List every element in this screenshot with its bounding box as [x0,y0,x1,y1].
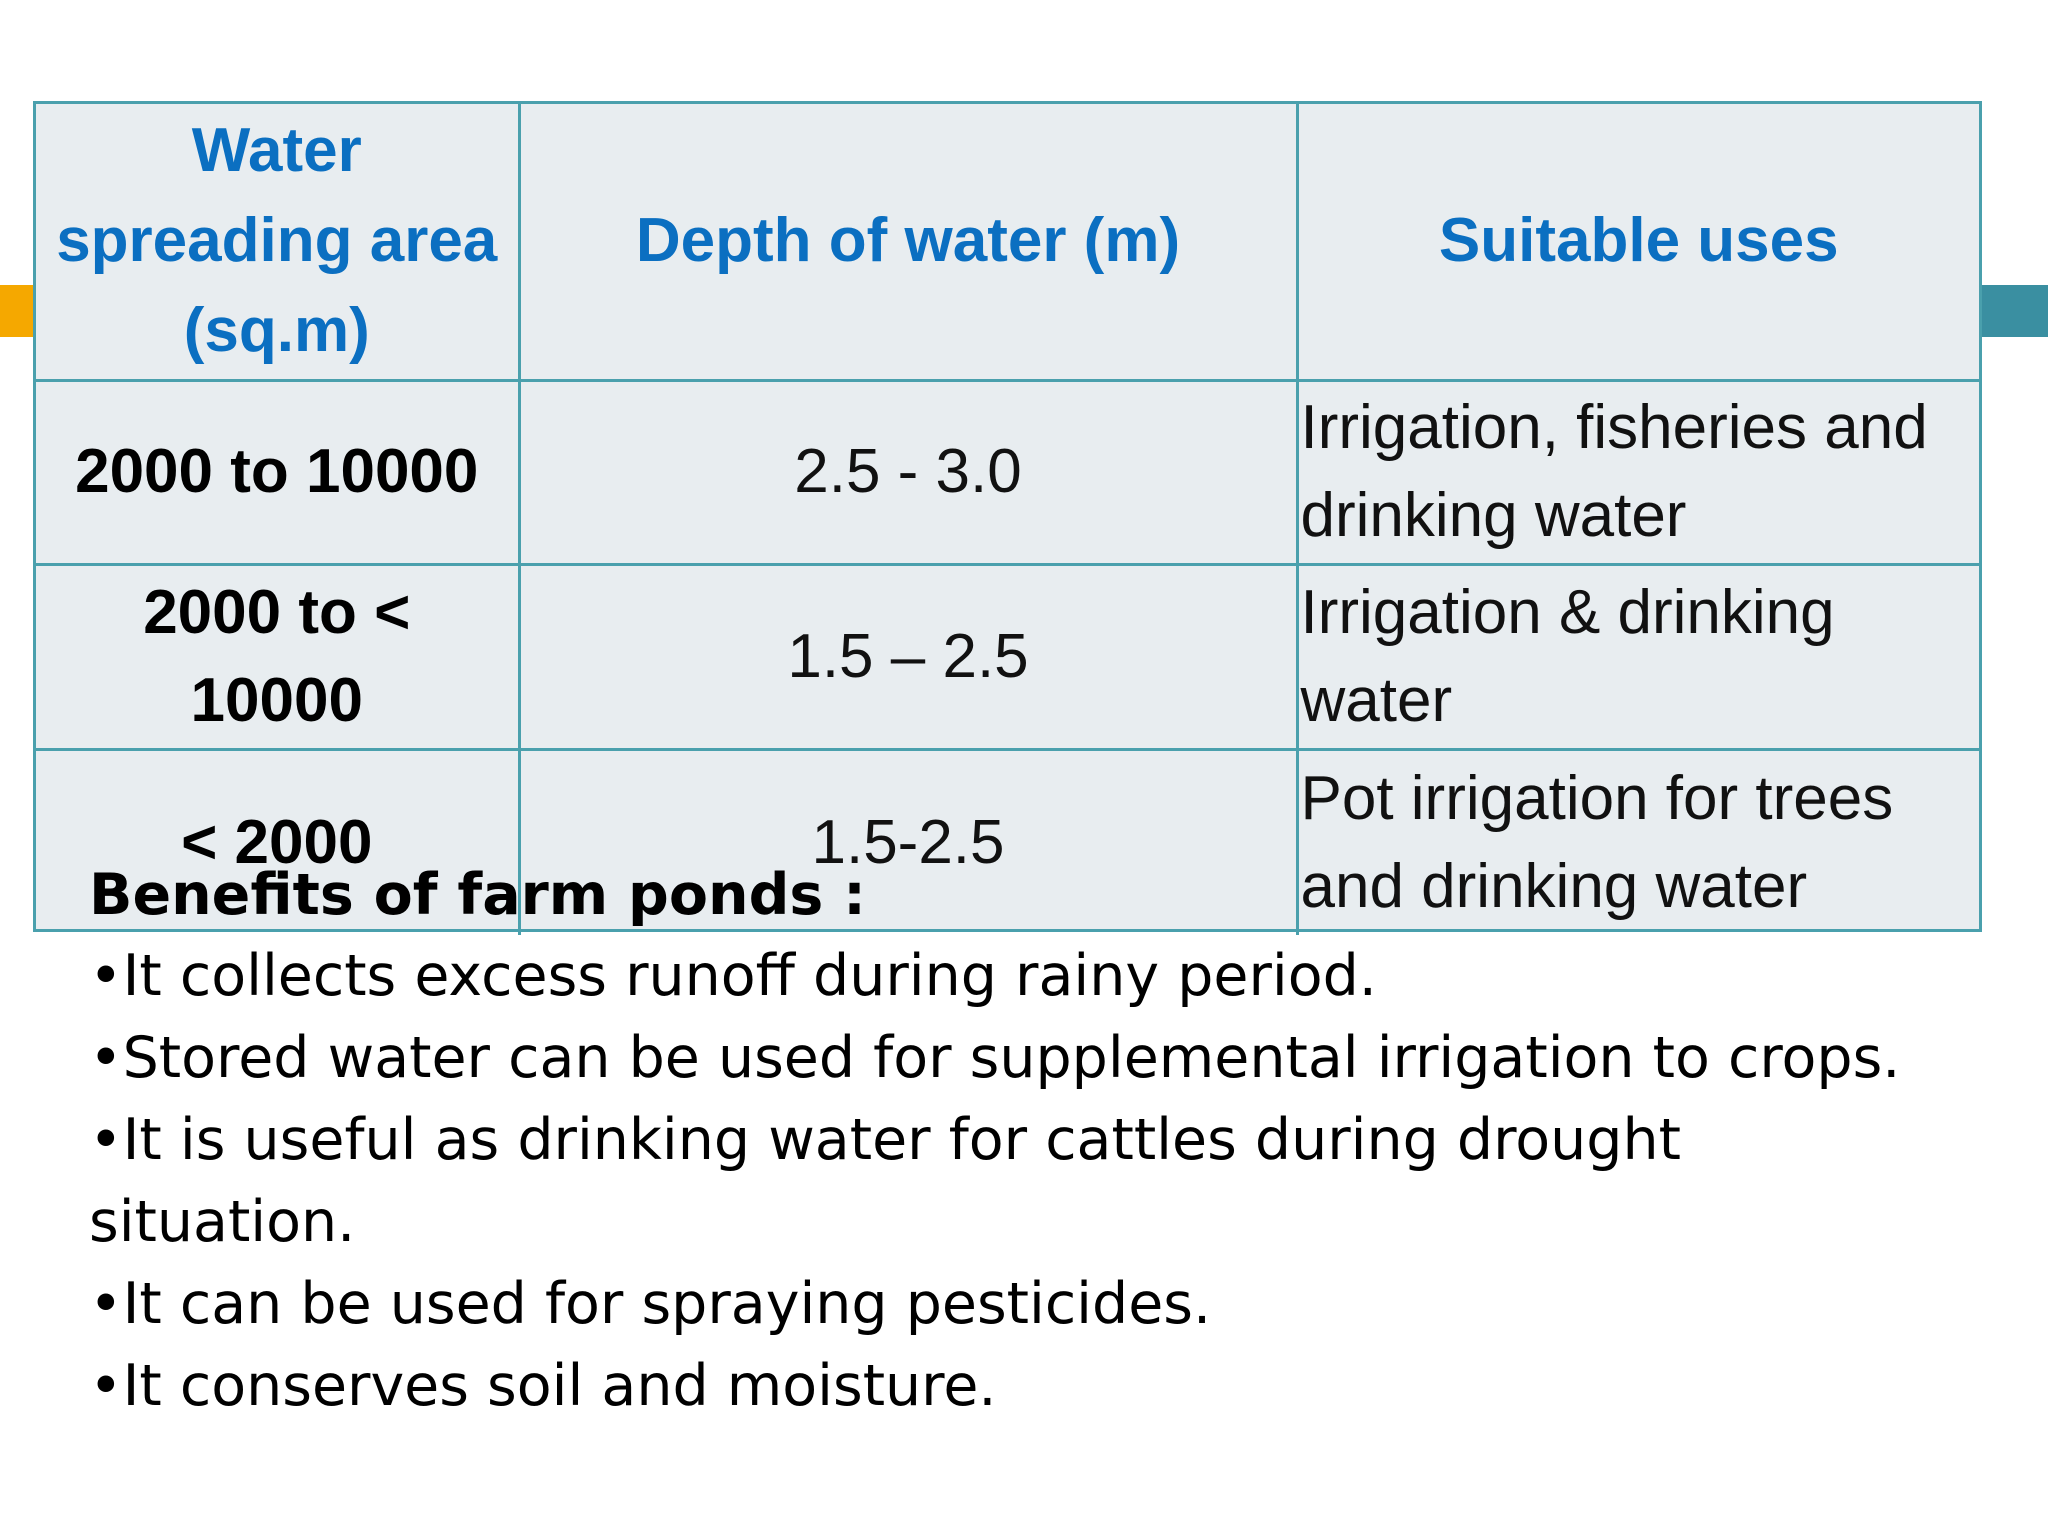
cell-uses: Pot irrigation for trees and drinking wa… [1295,747,1979,935]
list-item: •It can be used for spraying pesticides. [89,1263,1989,1345]
header-water-spreading-area: Water spreading area (sq.m) [36,104,521,382]
accent-bar-left [0,285,34,337]
header-depth-of-water: Depth of water (m) [517,104,1299,382]
list-item: •It conserves soil and moisture. [89,1345,1989,1427]
header-area-line-2: spreading area [56,206,498,276]
table-header-row: Water spreading area (sq.m) Depth of wat… [36,104,1979,382]
list-item-text: It collects excess runoff during rainy p… [122,943,1377,1009]
cell-area: 2000 to < 10000 [36,562,521,751]
cell-depth: 2.5 - 3.0 [517,378,1299,566]
cell-area: < 2000 [36,747,521,935]
list-item-text: It conserves soil and moisture. [122,1353,997,1419]
cell-uses-line: Irrigation, fisheries and [1300,393,1928,462]
cell-uses-line: water [1300,665,1453,735]
cell-area: 2000 to 10000 [36,378,521,566]
list-item-text: It is useful as drinking water for cattl… [122,1107,1681,1173]
cell-uses: Irrigation & drinking water [1295,562,1979,751]
bullet-icon: • [89,1353,123,1419]
bullet-icon: • [89,1271,123,1337]
list-item-text: situation. [89,1189,356,1255]
list-item-text: Stored water can be used for supplementa… [122,1025,1901,1091]
list-item: •Stored water can be used for supplement… [89,1017,1989,1099]
benefits-list: •It collects excess runoff during rainy … [89,935,1989,1427]
table-row: 2000 to 10000 2.5 - 3.0 Irrigation, fish… [36,378,1979,566]
cell-uses-line: Pot irrigation for trees [1300,763,1894,833]
cell-uses-line: and drinking water [1300,851,1808,921]
header-area-line-1: Water [191,116,362,186]
cell-depth: 1.5-2.5 [517,747,1299,935]
header-suitable-uses: Suitable uses [1295,104,1979,382]
bullet-icon: • [89,1107,123,1173]
pond-size-table: Water spreading area (sq.m) Depth of wat… [33,101,1982,935]
cell-area-line: 2000 to 10000 [75,437,479,506]
cell-uses-line: Irrigation & drinking [1300,577,1835,647]
bullet-icon: • [89,1025,123,1091]
table-row: 2000 to < 10000 1.5 – 2.5 Irrigation & d… [36,562,1979,751]
bullet-icon: • [89,943,123,1009]
cell-area-line: < 2000 [181,807,373,877]
accent-bar-right [1980,285,2048,337]
benefits-section: Benefits of farm ponds : •It collects ex… [89,855,1989,1427]
list-item-continuation: situation. [89,1181,1989,1263]
cell-area-line: 10000 [190,665,363,735]
list-item: •It collects excess runoff during rainy … [89,935,1989,1017]
cell-uses-line: drinking water [1300,481,1687,550]
cell-area-line: 2000 to < [143,577,411,647]
list-item-text: It can be used for spraying pesticides. [122,1271,1212,1337]
benefits-title: Benefits of farm ponds : [89,862,866,928]
pond-size-table-grid: Water spreading area (sq.m) Depth of wat… [36,104,1979,935]
cell-uses: Irrigation, fisheries and drinking water [1295,378,1979,566]
cell-depth: 1.5 – 2.5 [517,562,1299,751]
header-area-line-3: (sq.m) [183,296,370,366]
table-row: < 2000 1.5-2.5 Pot irrigation for trees … [36,747,1979,935]
list-item: •It is useful as drinking water for catt… [89,1099,1989,1181]
